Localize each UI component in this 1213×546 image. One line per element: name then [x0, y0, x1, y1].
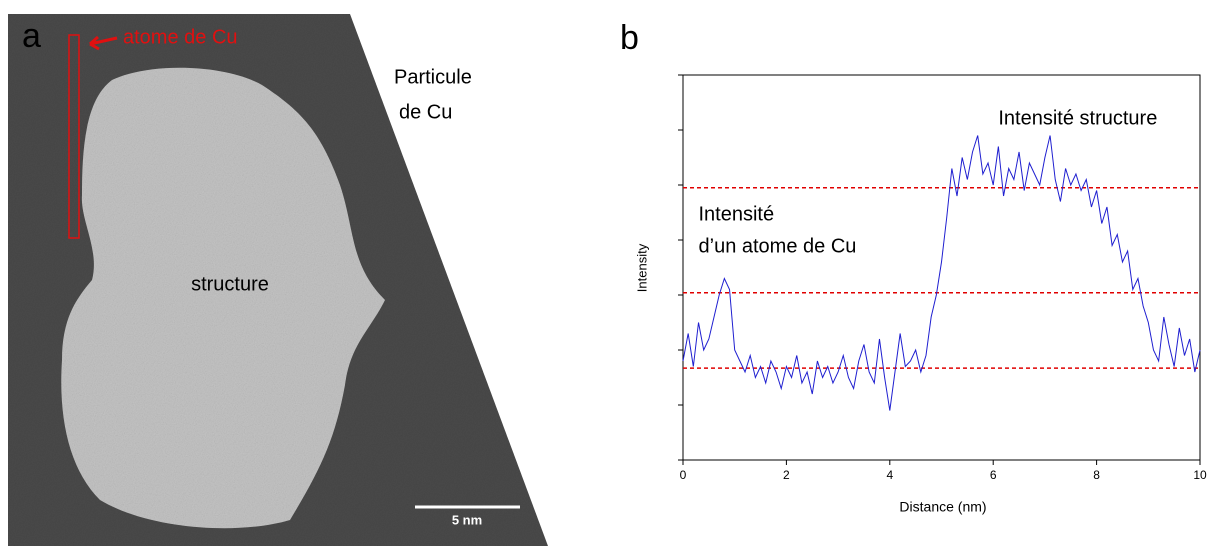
arrow-text: atome de Cu	[123, 26, 238, 48]
plot-frame	[682, 74, 1201, 461]
x-tick-label: 2	[783, 468, 790, 482]
intensity-line	[682, 135, 1201, 411]
annotation: Intensité structure	[998, 107, 1157, 129]
scale-text: 5 nm	[452, 512, 482, 527]
x-tick-label: 0	[680, 468, 687, 482]
panel-label: a	[22, 17, 41, 55]
x-tick-label: 10	[1193, 468, 1207, 482]
x-tick-label: 6	[990, 468, 997, 482]
annotation: d’un atome de Cu	[699, 236, 857, 258]
annotation: Intensité	[699, 204, 775, 226]
x-tick-label: 4	[886, 468, 893, 482]
structure-text: structure	[191, 273, 269, 295]
x-tick-label: 8	[1093, 468, 1100, 482]
profile-box	[68, 34, 80, 239]
panel-label: b	[620, 19, 639, 57]
arrow	[89, 35, 118, 51]
y-axis-label: Intensity	[634, 243, 649, 292]
micrograph	[8, 14, 548, 546]
structure-blob	[61, 67, 385, 529]
particle-text: Particule	[394, 66, 472, 88]
particle-text: de Cu	[399, 101, 452, 123]
x-axis-label: Distance (nm)	[899, 499, 986, 515]
